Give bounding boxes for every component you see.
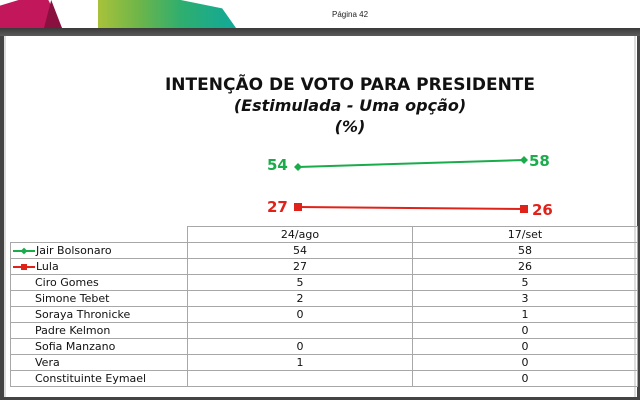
chart-plot bbox=[294, 156, 528, 213]
bolsonaro-marker-2 bbox=[520, 156, 528, 164]
bolsonaro-line bbox=[297, 159, 525, 168]
header-divider bbox=[0, 28, 640, 36]
line-chart: 54 58 27 26 bbox=[250, 145, 570, 225]
cell-value: 0 bbox=[187, 306, 413, 323]
row-name-cell: Jair Bolsonaro bbox=[10, 242, 188, 259]
cell-value: 26 bbox=[412, 258, 638, 275]
row-name-cell: Soraya Thronicke bbox=[10, 306, 188, 323]
row-name: Ciro Gomes bbox=[35, 276, 99, 289]
frame-border-right-inner bbox=[634, 36, 636, 400]
bolsonaro-label-1: 54 bbox=[267, 156, 288, 174]
cell-value bbox=[187, 322, 413, 339]
frame-border-right bbox=[637, 36, 640, 400]
row-name: Vera bbox=[35, 356, 60, 369]
row-name-cell: Constituinte Eymael bbox=[10, 370, 188, 387]
cell-value: 54 bbox=[187, 242, 413, 259]
data-table: 24/ago 17/set Jair Bolsonaro 54 58 Lula … bbox=[10, 226, 638, 387]
table-row: Vera 1 0 bbox=[10, 354, 638, 371]
frame-border-bottom bbox=[0, 397, 640, 400]
table-row: Ciro Gomes 5 5 bbox=[10, 274, 638, 291]
cell-value bbox=[187, 370, 413, 387]
column-header: 17/set bbox=[412, 226, 638, 243]
row-name-cell: Padre Kelmon bbox=[10, 322, 188, 339]
table-row: Lula 27 26 bbox=[10, 258, 638, 275]
cell-value: 5 bbox=[187, 274, 413, 291]
cell-value: 1 bbox=[412, 306, 638, 323]
row-name: Soraya Thronicke bbox=[35, 308, 131, 321]
legend-red-square-icon bbox=[13, 262, 35, 272]
cell-value: 27 bbox=[187, 258, 413, 275]
frame-border-left bbox=[0, 36, 4, 400]
row-name: Padre Kelmon bbox=[35, 324, 111, 337]
header-blank bbox=[11, 227, 188, 243]
lula-marker-1 bbox=[294, 203, 302, 211]
table-row: Jair Bolsonaro 54 58 bbox=[10, 242, 638, 259]
table-row: Soraya Thronicke 0 1 bbox=[10, 306, 638, 323]
table-row: Constituinte Eymael 0 bbox=[10, 370, 638, 387]
cell-value: 3 bbox=[412, 290, 638, 307]
cell-value: 1 bbox=[187, 354, 413, 371]
page-number: Página 42 bbox=[331, 10, 369, 19]
row-name: Constituinte Eymael bbox=[35, 372, 147, 385]
column-header: 24/ago bbox=[187, 226, 413, 243]
legend-green-diamond-icon bbox=[13, 246, 35, 256]
row-name-cell: Vera bbox=[10, 354, 188, 371]
chart-title: INTENÇÃO DE VOTO PARA PRESIDENTE bbox=[164, 75, 536, 95]
frame-border-left-inner bbox=[4, 36, 6, 400]
row-name-cell: Simone Tebet bbox=[10, 290, 188, 307]
bolsonaro-label-2: 58 bbox=[529, 152, 550, 170]
header-decoration-green bbox=[98, 0, 236, 28]
cell-value: 0 bbox=[412, 370, 638, 387]
cell-value: 0 bbox=[412, 322, 638, 339]
row-name: Jair Bolsonaro bbox=[36, 244, 112, 257]
lula-label-1: 27 bbox=[267, 198, 288, 216]
bolsonaro-marker-1 bbox=[294, 163, 302, 171]
cell-value: 5 bbox=[412, 274, 638, 291]
row-name: Simone Tebet bbox=[35, 292, 110, 305]
row-name: Sofia Manzano bbox=[35, 340, 116, 353]
cell-value: 0 bbox=[412, 354, 638, 371]
lula-marker-2 bbox=[520, 205, 528, 213]
table-row: Padre Kelmon 0 bbox=[10, 322, 638, 339]
lula-line bbox=[297, 206, 525, 210]
chart-unit: (%) bbox=[334, 117, 366, 136]
lula-label-2: 26 bbox=[532, 201, 553, 219]
row-name-cell: Lula bbox=[10, 258, 188, 275]
cell-value: 0 bbox=[412, 338, 638, 355]
row-name-cell: Sofia Manzano bbox=[10, 338, 188, 355]
table-row: Simone Tebet 2 3 bbox=[10, 290, 638, 307]
chart-subtitle: (Estimulada - Uma opção) bbox=[233, 96, 467, 115]
cell-value: 58 bbox=[412, 242, 638, 259]
cell-value: 2 bbox=[187, 290, 413, 307]
page-header: Página 42 bbox=[0, 0, 640, 28]
row-name-cell: Ciro Gomes bbox=[10, 274, 188, 291]
cell-value: 0 bbox=[187, 338, 413, 355]
table-header-row: 24/ago 17/set bbox=[11, 226, 638, 243]
row-name: Lula bbox=[36, 260, 59, 273]
table-row: Sofia Manzano 0 0 bbox=[10, 338, 638, 355]
